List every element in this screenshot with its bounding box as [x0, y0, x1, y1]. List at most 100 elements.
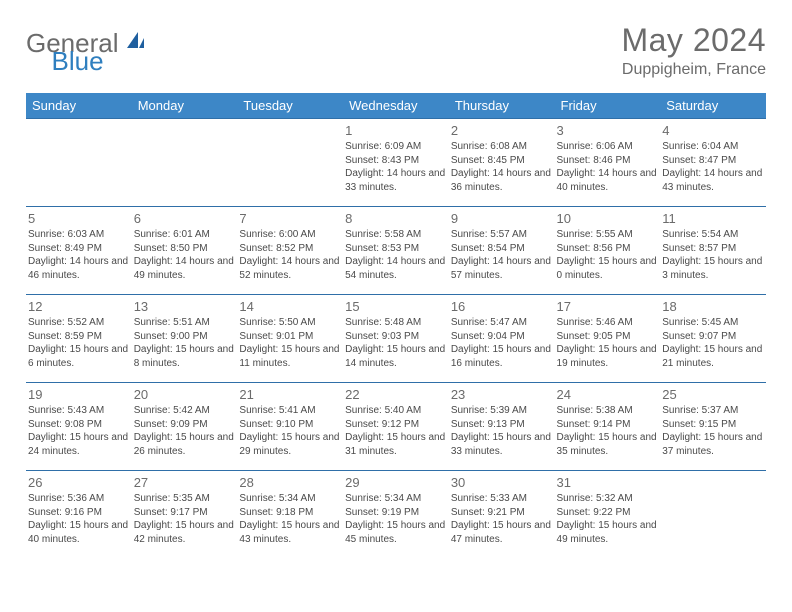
sun-info: Sunrise: 5:55 AMSunset: 8:56 PMDaylight:…	[557, 228, 659, 282]
day-header: Friday	[555, 93, 661, 119]
date-number: 7	[239, 211, 341, 226]
sun-info: Sunrise: 5:35 AMSunset: 9:17 PMDaylight:…	[134, 492, 236, 546]
sun-info: Sunrise: 6:01 AMSunset: 8:50 PMDaylight:…	[134, 228, 236, 282]
location: Duppigheim, France	[621, 61, 766, 79]
calendar-cell: 30 Sunrise: 5:33 AMSunset: 9:21 PMDayligh…	[449, 471, 555, 559]
sail-icon	[124, 30, 146, 57]
calendar-cell: 17 Sunrise: 5:46 AMSunset: 9:05 PMDayligh…	[555, 295, 661, 383]
date-number: 12	[28, 299, 130, 314]
logo: General Blue	[26, 22, 106, 59]
date-number: 14	[239, 299, 341, 314]
calendar-cell: 2 Sunrise: 6:08 AMSunset: 8:45 PMDaylight…	[449, 119, 555, 207]
sun-info: Sunrise: 6:03 AMSunset: 8:49 PMDaylight:…	[28, 228, 130, 282]
calendar-cell: 18Sunrise: 5:45 AMSunset: 9:07 PMDayligh…	[660, 295, 766, 383]
calendar-cell: 31Sunrise: 5:32 AMSunset: 9:22 PMDayligh…	[555, 471, 661, 559]
calendar-row: 1 Sunrise: 6:09 AMSunset: 8:43 PMDaylight…	[26, 119, 766, 207]
calendar-cell: 5 Sunrise: 6:03 AMSunset: 8:49 PMDaylight…	[26, 207, 132, 295]
sun-info: Sunrise: 5:58 AMSunset: 8:53 PMDaylight:…	[345, 228, 447, 282]
day-header: Wednesday	[343, 93, 449, 119]
calendar-table: Sunday Monday Tuesday Wednesday Thursday…	[26, 93, 766, 559]
sun-info: Sunrise: 6:09 AMSunset: 8:43 PMDaylight:…	[345, 140, 447, 194]
date-number: 19	[28, 387, 130, 402]
day-header-row: Sunday Monday Tuesday Wednesday Thursday…	[26, 93, 766, 119]
date-number: 22	[345, 387, 447, 402]
sun-info: Sunrise: 5:34 AMSunset: 9:18 PMDaylight:…	[239, 492, 341, 546]
sun-info: Sunrise: 5:42 AMSunset: 9:09 PMDaylight:…	[134, 404, 236, 458]
date-number: 26	[28, 475, 130, 490]
calendar-body: 1 Sunrise: 6:09 AMSunset: 8:43 PMDaylight…	[26, 119, 766, 559]
calendar-cell: 23Sunrise: 5:39 AMSunset: 9:13 PMDayligh…	[449, 383, 555, 471]
date-number: 24	[557, 387, 659, 402]
sun-info: Sunrise: 5:54 AMSunset: 8:57 PMDaylight:…	[662, 228, 764, 282]
date-number: 2	[451, 123, 553, 138]
date-number: 11	[662, 211, 764, 226]
sun-info: Sunrise: 6:04 AMSunset: 8:47 PMDaylight:…	[662, 140, 764, 194]
calendar-cell: 20 Sunrise: 5:42 AMSunset: 9:09 PMDayligh…	[132, 383, 238, 471]
sun-info: Sunrise: 5:51 AMSunset: 9:00 PMDaylight:…	[134, 316, 236, 370]
month-title: May 2024	[621, 22, 766, 59]
date-number: 6	[134, 211, 236, 226]
sun-info: Sunrise: 5:43 AMSunset: 9:08 PMDaylight:…	[28, 404, 130, 458]
sun-info: Sunrise: 5:46 AMSunset: 9:05 PMDaylight:…	[557, 316, 659, 370]
date-number: 18	[662, 299, 764, 314]
date-number: 21	[239, 387, 341, 402]
header: General Blue May 2024 Duppigheim, France	[26, 22, 766, 79]
day-header: Thursday	[449, 93, 555, 119]
calendar-cell: 8Sunrise: 5:58 AMSunset: 8:53 PMDaylight…	[343, 207, 449, 295]
sun-info: Sunrise: 5:50 AMSunset: 9:01 PMDaylight:…	[239, 316, 341, 370]
sun-info: Sunrise: 5:38 AMSunset: 9:14 PMDaylight:…	[557, 404, 659, 458]
empty-cell	[660, 471, 766, 559]
date-number: 3	[557, 123, 659, 138]
empty-cell	[26, 119, 132, 207]
calendar-cell: 21 Sunrise: 5:41 AMSunset: 9:10 PMDayligh…	[237, 383, 343, 471]
sun-info: Sunrise: 6:08 AMSunset: 8:45 PMDaylight:…	[451, 140, 553, 194]
sun-info: Sunrise: 5:40 AMSunset: 9:12 PMDaylight:…	[345, 404, 447, 458]
calendar-cell: 13Sunrise: 5:51 AMSunset: 9:00 PMDayligh…	[132, 295, 238, 383]
title-block: May 2024 Duppigheim, France	[621, 22, 766, 79]
sun-info: Sunrise: 5:47 AMSunset: 9:04 PMDaylight:…	[451, 316, 553, 370]
day-header: Monday	[132, 93, 238, 119]
date-number: 23	[451, 387, 553, 402]
sun-info: Sunrise: 5:41 AMSunset: 9:10 PMDaylight:…	[239, 404, 341, 458]
empty-cell	[132, 119, 238, 207]
calendar-cell: 14 Sunrise: 5:50 AMSunset: 9:01 PMDayligh…	[237, 295, 343, 383]
date-number: 15	[345, 299, 447, 314]
date-number: 30	[451, 475, 553, 490]
sun-info: Sunrise: 5:57 AMSunset: 8:54 PMDaylight:…	[451, 228, 553, 282]
calendar-cell: 29Sunrise: 5:34 AMSunset: 9:19 PMDayligh…	[343, 471, 449, 559]
date-number: 28	[239, 475, 341, 490]
calendar-cell: 15Sunrise: 5:48 AMSunset: 9:03 PMDayligh…	[343, 295, 449, 383]
calendar-cell: 3 Sunrise: 6:06 AMSunset: 8:46 PMDaylight…	[555, 119, 661, 207]
calendar-cell: 12 Sunrise: 5:52 AMSunset: 8:59 PMDayligh…	[26, 295, 132, 383]
day-header: Saturday	[660, 93, 766, 119]
calendar-cell: 1 Sunrise: 6:09 AMSunset: 8:43 PMDaylight…	[343, 119, 449, 207]
logo-text-blue: Blue	[52, 46, 104, 77]
date-number: 5	[28, 211, 130, 226]
date-number: 10	[557, 211, 659, 226]
sun-info: Sunrise: 5:33 AMSunset: 9:21 PMDaylight:…	[451, 492, 553, 546]
sun-info: Sunrise: 5:36 AMSunset: 9:16 PMDaylight:…	[28, 492, 130, 546]
calendar-cell: 22 Sunrise: 5:40 AMSunset: 9:12 PMDayligh…	[343, 383, 449, 471]
calendar-cell: 26 Sunrise: 5:36 AMSunset: 9:16 PMDayligh…	[26, 471, 132, 559]
calendar-row: 12 Sunrise: 5:52 AMSunset: 8:59 PMDayligh…	[26, 295, 766, 383]
calendar-cell: 9 Sunrise: 5:57 AMSunset: 8:54 PMDaylight…	[449, 207, 555, 295]
calendar-row: 19 Sunrise: 5:43 AMSunset: 9:08 PMDayligh…	[26, 383, 766, 471]
calendar-cell: 19 Sunrise: 5:43 AMSunset: 9:08 PMDayligh…	[26, 383, 132, 471]
date-number: 17	[557, 299, 659, 314]
date-number: 29	[345, 475, 447, 490]
calendar-cell: 28 Sunrise: 5:34 AMSunset: 9:18 PMDayligh…	[237, 471, 343, 559]
date-number: 20	[134, 387, 236, 402]
date-number: 9	[451, 211, 553, 226]
date-number: 1	[345, 123, 447, 138]
sun-info: Sunrise: 5:37 AMSunset: 9:15 PMDaylight:…	[662, 404, 764, 458]
calendar-cell: 16 Sunrise: 5:47 AMSunset: 9:04 PMDayligh…	[449, 295, 555, 383]
date-number: 27	[134, 475, 236, 490]
sun-info: Sunrise: 5:52 AMSunset: 8:59 PMDaylight:…	[28, 316, 130, 370]
calendar-cell: 27 Sunrise: 5:35 AMSunset: 9:17 PMDayligh…	[132, 471, 238, 559]
sun-info: Sunrise: 6:06 AMSunset: 8:46 PMDaylight:…	[557, 140, 659, 194]
calendar-row: 26 Sunrise: 5:36 AMSunset: 9:16 PMDayligh…	[26, 471, 766, 559]
calendar-cell: 10 Sunrise: 5:55 AMSunset: 8:56 PMDayligh…	[555, 207, 661, 295]
date-number: 16	[451, 299, 553, 314]
calendar-cell: 11 Sunrise: 5:54 AMSunset: 8:57 PMDayligh…	[660, 207, 766, 295]
calendar-cell: 24 Sunrise: 5:38 AMSunset: 9:14 PMDayligh…	[555, 383, 661, 471]
